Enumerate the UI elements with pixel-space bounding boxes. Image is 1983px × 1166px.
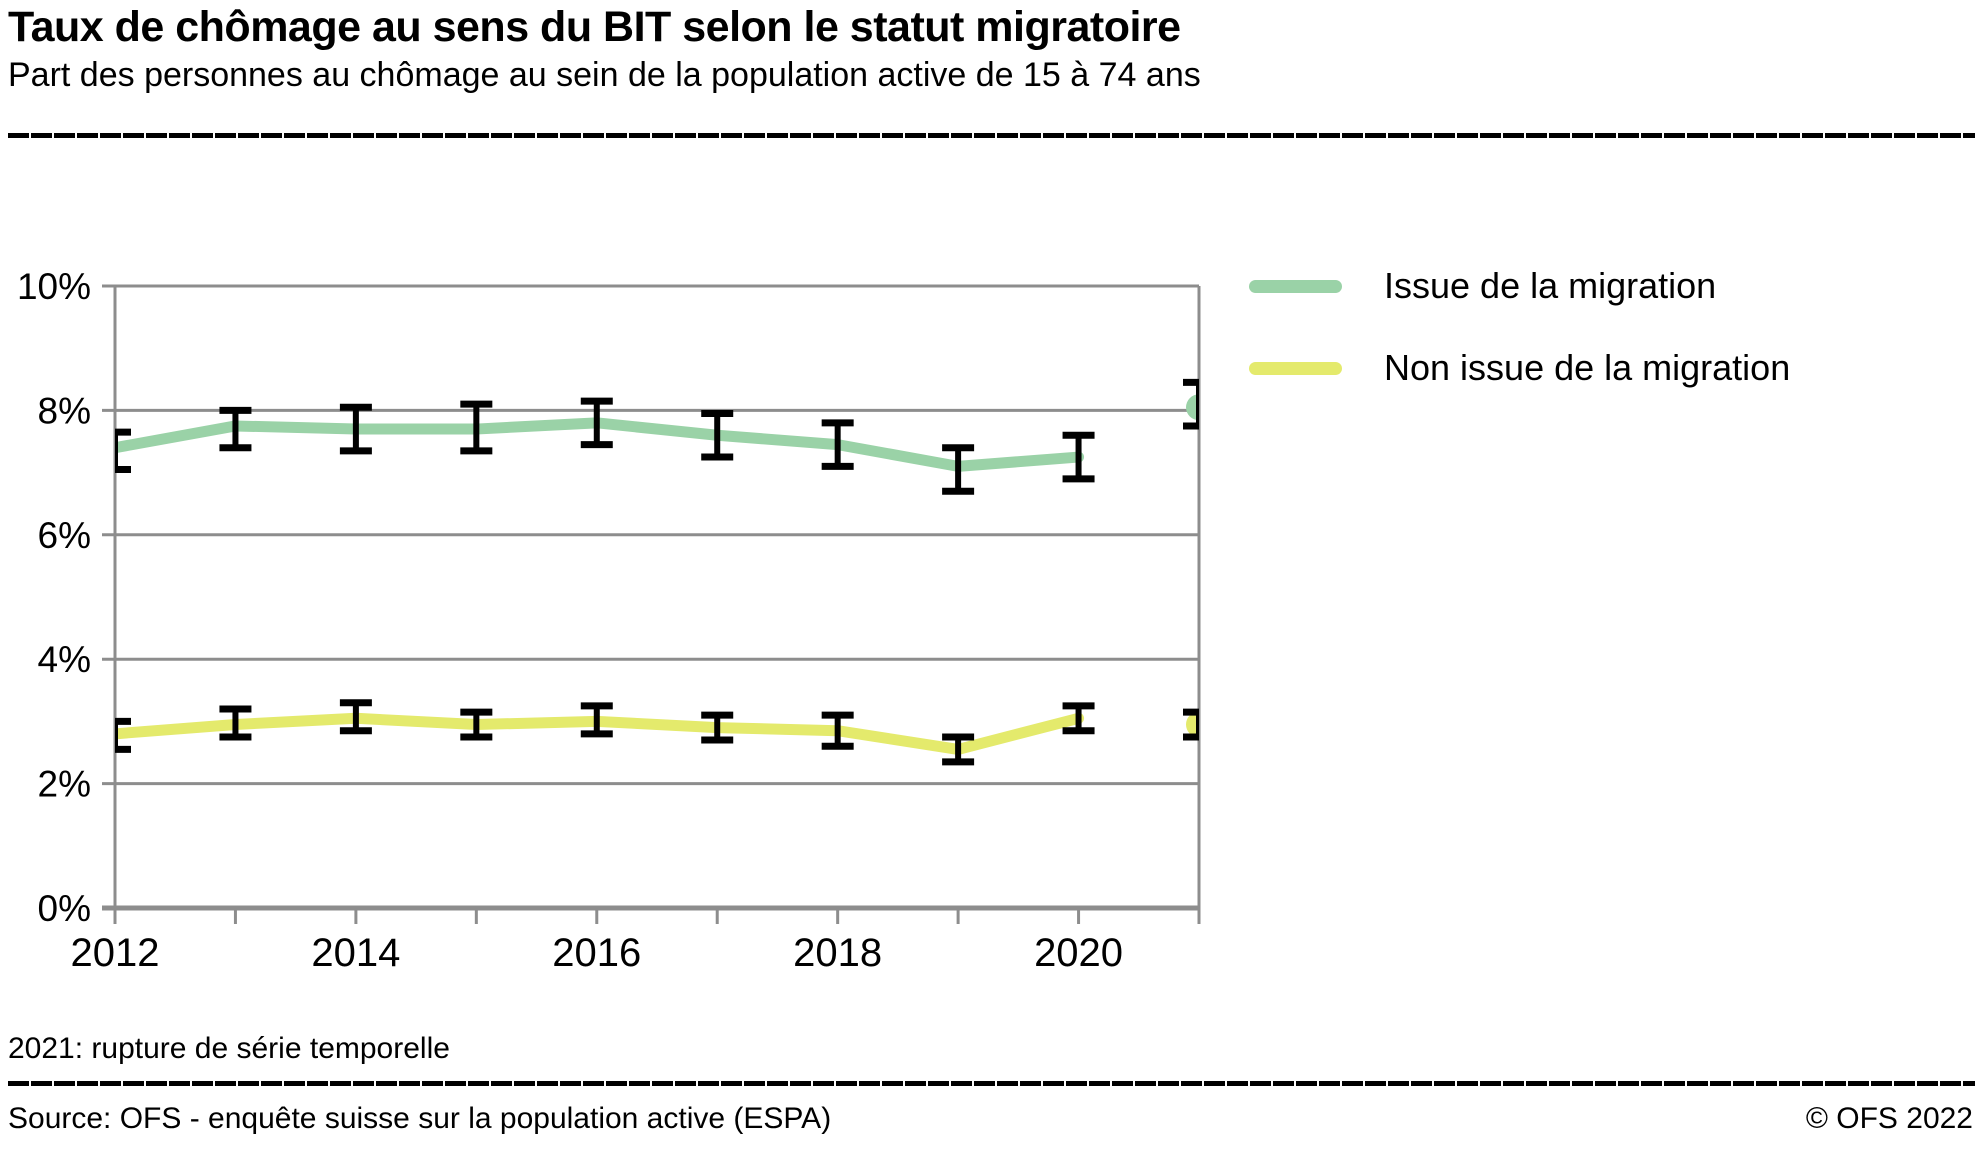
x-axis-labels: 2012 2014 2016 2018 2020 (71, 931, 1124, 975)
svg-text:4%: 4% (38, 639, 91, 680)
axes (102, 286, 1201, 924)
error-bars-0 (115, 378, 1199, 495)
footer-source: Source: OFS - enquête suisse sur la popu… (8, 1102, 832, 1135)
svg-text:2%: 2% (38, 764, 91, 805)
legend-swatch-non-migration (1249, 361, 1342, 375)
series-line-1 (115, 711, 1199, 755)
y-axis-labels: 0% 2% 4% 6% 8% 10% (17, 266, 91, 929)
svg-text:10%: 10% (17, 266, 91, 307)
error-bars-1 (115, 699, 1199, 766)
legend-label-migration: Issue de la migration (1384, 265, 1717, 306)
header-divider (8, 133, 1975, 138)
series-break-note: 2021: rupture de série temporelle (8, 1032, 450, 1065)
svg-text:2012: 2012 (71, 931, 160, 975)
svg-text:2018: 2018 (793, 931, 882, 975)
svg-text:2016: 2016 (552, 931, 641, 975)
page-subtitle: Part des personnes au chômage au sein de… (8, 56, 1201, 95)
legend-label-non-migration: Non issue de la migration (1384, 347, 1791, 388)
svg-text:0%: 0% (38, 888, 91, 929)
gridlines (102, 284, 1199, 786)
chart-legend: Issue de la migration Non issue de la mi… (1249, 263, 1790, 427)
chart-header: Taux de chômage au sens du BIT selon le … (8, 3, 1975, 96)
svg-text:6%: 6% (38, 515, 91, 556)
footer-copyright: © OFS 2022 (1805, 1102, 1973, 1135)
page-title: Taux de chômage au sens du BIT selon le … (8, 3, 1181, 51)
svg-text:2020: 2020 (1034, 931, 1123, 975)
svg-text:8%: 8% (38, 390, 91, 431)
series-line-0 (115, 394, 1199, 472)
footer-divider (8, 1081, 1975, 1086)
svg-text:2014: 2014 (311, 931, 400, 975)
legend-swatch-migration (1249, 279, 1342, 293)
legend-item-migration: Issue de la migration (1249, 263, 1790, 309)
legend-item-non-migration: Non issue de la migration (1249, 345, 1790, 391)
